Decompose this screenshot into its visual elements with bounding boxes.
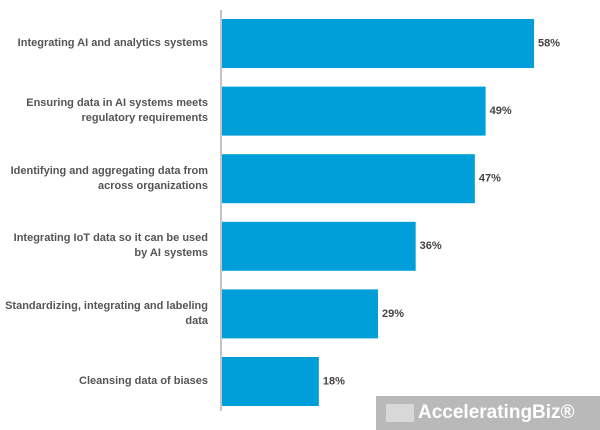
value-label: 18%: [323, 375, 345, 387]
category-label: Cleansing data of biases: [79, 375, 208, 387]
watermark-logo: [386, 404, 414, 422]
category-label: Identifying and aggregating data from ac…: [10, 164, 208, 192]
bar: [222, 19, 535, 68]
bar: [222, 357, 319, 406]
category-label: Standardizing, integrating and labeling …: [5, 299, 208, 327]
watermark: AcceleratingBiz®: [376, 396, 600, 430]
bar: [222, 221, 416, 271]
category-label: Ensuring data in AI systems meets regula…: [26, 97, 208, 125]
category-label: Integrating IoT data so it can be used b…: [13, 232, 208, 260]
value-label: 58%: [538, 37, 560, 49]
value-label: 29%: [382, 308, 404, 320]
value-label: 36%: [420, 240, 442, 252]
bar: [222, 289, 379, 339]
bar: [222, 154, 475, 204]
category-label: Integrating AI and analytics systems: [17, 37, 208, 49]
value-label: 47%: [479, 173, 501, 185]
value-label: 49%: [490, 105, 512, 117]
bar: [222, 86, 486, 136]
watermark-text: AcceleratingBiz®: [418, 402, 575, 423]
